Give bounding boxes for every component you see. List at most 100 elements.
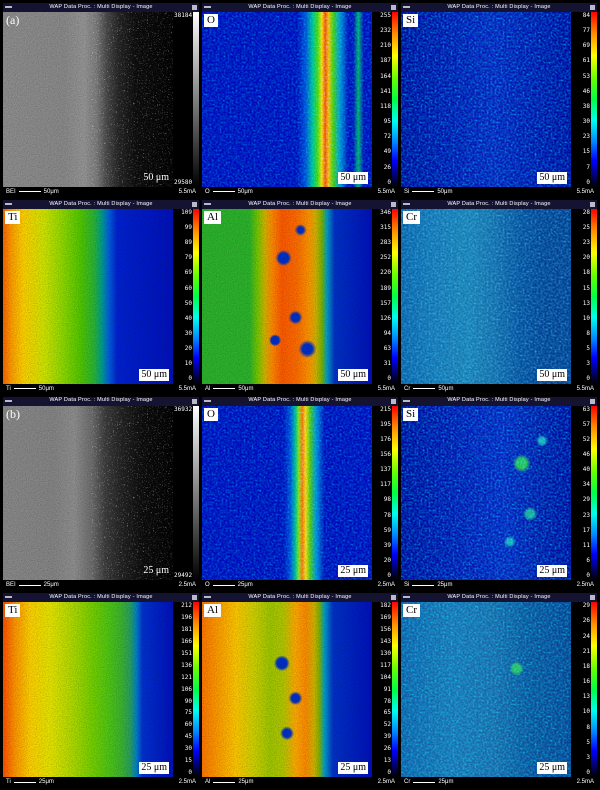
status-detector: Cr — [404, 385, 411, 392]
colorbar-tick: 23 — [582, 511, 590, 519]
colorbar-ticks: 212 196 181 166 151 136 121 106 90 75 60 45 30 15 0 — [173, 602, 193, 777]
grain-texture — [202, 602, 372, 777]
status-bar: BEI 25μm 2.5mA — [3, 580, 199, 591]
window-button-icon[interactable] — [590, 5, 595, 10]
scale-label: 25 μm — [537, 565, 567, 578]
tile-a-ti: WAP Data Proc. : Multi Display - Image 1… — [3, 199, 199, 394]
colorbar: 346 315 283 252 220 189 157 126 94 63 31 0 — [372, 208, 398, 384]
window-titlebar[interactable]: WAP Data Proc. : Multi Display - Image — [3, 593, 199, 603]
window-titlebar[interactable]: WAP Data Proc. : Multi Display - Image — [3, 396, 199, 406]
window-titlebar[interactable]: WAP Data Proc. : Multi Display - Image — [401, 593, 597, 603]
element-label: Cr — [403, 210, 420, 224]
colorbar-tick: 0 — [387, 375, 391, 383]
colorbar: 182 169 156 143 130 117 104 91 78 65 52 39 26 13 0 — [372, 602, 398, 777]
status-current: 5.5mA — [377, 188, 395, 195]
colorbar-tick: 187 — [380, 57, 391, 65]
status-detector: BEI — [6, 188, 16, 195]
scale-ruler — [18, 191, 41, 193]
window-menu-icon[interactable] — [5, 596, 12, 599]
window-titlebar[interactable]: WAP Data Proc. : Multi Display - Image — [202, 199, 398, 209]
colorbar-tick: 36932 — [174, 405, 193, 413]
window-menu-icon[interactable] — [403, 202, 410, 205]
element-map-image — [202, 602, 372, 777]
colorbar-tick: 39 — [383, 733, 391, 741]
rainbow-colorbar-strip — [193, 602, 199, 777]
cyan-speckle-texture — [202, 405, 372, 581]
window-titlebar[interactable]: WAP Data Proc. : Multi Display - Image — [401, 3, 597, 12]
status-bar: Cr 50μm 5.5mA — [401, 383, 597, 394]
window-button-icon[interactable] — [590, 398, 595, 404]
status-current: 2.5mA — [576, 779, 594, 785]
colorbar-tick: 90 — [184, 697, 192, 705]
window-menu-icon[interactable] — [204, 596, 211, 599]
scale-label: 25 μm — [338, 565, 368, 578]
colorbar: 212 196 181 166 151 136 121 106 90 75 60 45 30 15 0 — [173, 602, 199, 777]
scale-label: 50 μm — [143, 171, 169, 183]
tile-b-ti: WAP Data Proc. : Multi Display - Image 2… — [3, 593, 199, 787]
window-titlebar[interactable]: WAP Data Proc. : Multi Display - Image — [401, 396, 597, 406]
colorbar-tick: 30 — [184, 745, 192, 753]
bright-speckle-texture — [91, 12, 173, 187]
tile-a-bse: WAP Data Proc. : Multi Display - Image 3… — [3, 3, 199, 197]
window-button-icon[interactable] — [192, 201, 197, 207]
status-bar: BEI 50μm 5.5mA — [3, 186, 199, 197]
grain-texture — [202, 208, 372, 384]
tile-b-al: WAP Data Proc. : Multi Display - Image 1… — [202, 593, 398, 787]
grayscale-colorbar-strip — [193, 405, 199, 581]
window-titlebar[interactable]: WAP Data Proc. : Multi Display - Image — [401, 199, 597, 209]
window-titlebar[interactable]: WAP Data Proc. : Multi Display - Image — [3, 199, 199, 209]
status-scale: 25μm — [438, 779, 454, 785]
window-menu-icon[interactable] — [204, 202, 211, 205]
colorbar-tick: 72 — [383, 133, 391, 141]
tile-b-si: WAP Data Proc. : Multi Display - Image 6… — [401, 396, 597, 591]
window-menu-icon[interactable] — [5, 6, 12, 8]
window-button-icon[interactable] — [192, 595, 197, 601]
window-button-icon[interactable] — [192, 5, 197, 10]
colorbar-tick: 98 — [383, 496, 391, 504]
colorbar-tick: 15 — [582, 148, 590, 156]
colorbar-tick: 109 — [181, 208, 192, 216]
window-menu-icon[interactable] — [403, 6, 410, 8]
status-detector: Cr — [404, 779, 411, 785]
window-button-icon[interactable] — [590, 595, 595, 601]
colorbar-tick: 20 — [383, 557, 391, 565]
scale-ruler — [412, 584, 435, 586]
window-title: WAP Data Proc. : Multi Display - Image — [49, 200, 153, 207]
panel-label-b: (b) — [6, 406, 20, 421]
colorbar-tick: 63 — [582, 405, 590, 413]
window-title: WAP Data Proc. : Multi Display - Image — [447, 200, 551, 207]
colorbar-ticks: 28 25 23 20 18 15 13 10 8 5 3 0 — [571, 209, 591, 384]
status-bar: O 25μm 2.5mA — [202, 580, 398, 591]
scale-label: 50 μm — [537, 171, 567, 184]
viewport: 182 169 156 143 130 117 104 91 78 65 52 39 26 13 0 Al … — [202, 602, 398, 777]
colorbar-tick: 0 — [387, 572, 391, 580]
window-menu-icon[interactable] — [5, 399, 12, 402]
window-menu-icon[interactable] — [403, 596, 410, 599]
window-button-icon[interactable] — [391, 201, 396, 207]
colorbar-tick: 29492 — [174, 572, 193, 580]
window-menu-icon[interactable] — [204, 399, 211, 402]
window-menu-icon[interactable] — [403, 399, 410, 402]
window-titlebar[interactable]: WAP Data Proc. : Multi Display - Image — [202, 396, 398, 406]
window-titlebar[interactable]: WAP Data Proc. : Multi Display - Image — [202, 593, 398, 603]
colorbar-tick: 0 — [387, 178, 391, 186]
window-titlebar[interactable]: WAP Data Proc. : Multi Display - Image — [3, 3, 199, 12]
colorbar: 63 57 52 46 40 34 29 23 17 11 6 0 — [571, 405, 597, 581]
status-scale: 25μm — [38, 779, 54, 785]
colorbar-tick: 18 — [582, 269, 590, 277]
colorbar-tick: 63 — [383, 345, 391, 353]
window-menu-icon[interactable] — [5, 202, 12, 205]
window-menu-icon[interactable] — [204, 6, 211, 8]
window-button-icon[interactable] — [590, 201, 595, 207]
window-button-icon[interactable] — [391, 595, 396, 601]
colorbar-tick: 60 — [184, 284, 192, 292]
window-titlebar[interactable]: WAP Data Proc. : Multi Display - Image — [202, 3, 398, 12]
colorbar-tick: 189 — [380, 284, 391, 292]
colorbar-ticks: 215 195 176 156 137 117 98 78 59 39 20 0 — [372, 406, 392, 581]
window-button-icon[interactable] — [391, 398, 396, 404]
colorbar-tick: 24 — [582, 632, 590, 640]
colorbar-tick: 215 — [380, 405, 391, 413]
window-button-icon[interactable] — [192, 398, 197, 404]
window-button-icon[interactable] — [391, 5, 396, 10]
scale-ruler — [18, 584, 41, 586]
